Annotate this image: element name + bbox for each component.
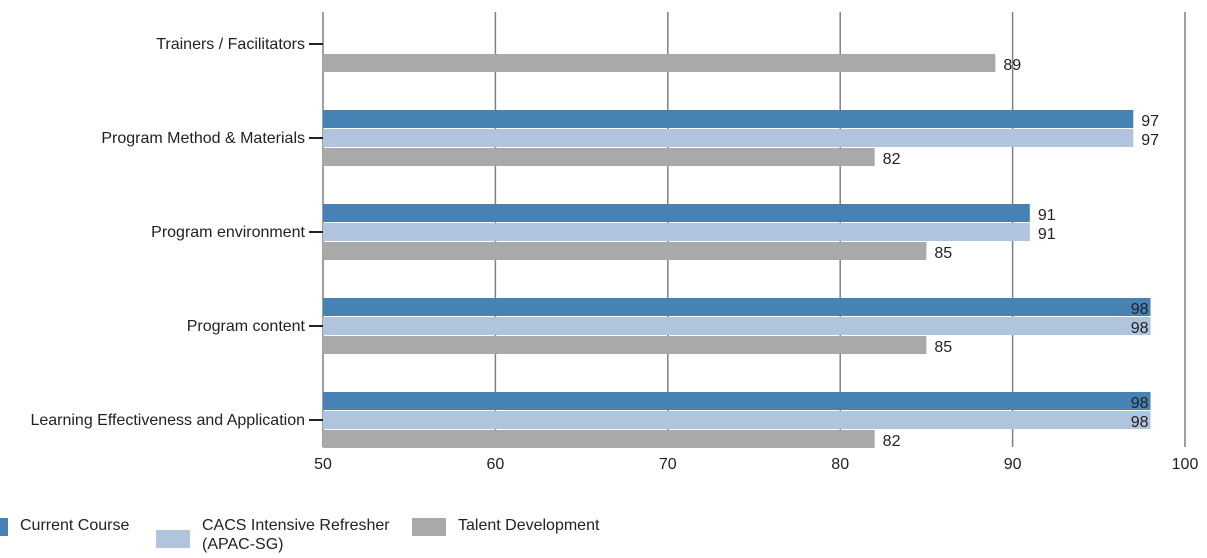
bar-current-course-learning-effectiveness-and-application — [323, 392, 1151, 410]
value-label-cacs-intensive-refresher-apac-sg-learning-effectiveness-and-application: 98 — [1131, 414, 1149, 431]
bar-talent-development-program-content — [323, 336, 927, 354]
value-label-cacs-intensive-refresher-apac-sg-program-environment: 91 — [1038, 226, 1056, 243]
legend-swatch-cacs-refresher — [156, 530, 190, 548]
x-tick-label-90: 90 — [1004, 456, 1022, 470]
value-label-talent-development-program-content: 85 — [934, 339, 952, 356]
legend-label-cacs-refresher: CACS Intensive Refresher — [202, 517, 390, 534]
bar-chart: Trainers / Facilitators Program Method & … — [30, 12, 1198, 470]
category-label-learning-effectiveness-and-application: Learning Effectiveness and Application — [30, 412, 305, 429]
x-tick-label-60: 60 — [487, 456, 505, 470]
legend: Current Course CACS Intensive Refresher … — [0, 516, 1207, 558]
x-tick-label-100: 100 — [1172, 456, 1199, 470]
x-tick-label-70: 70 — [659, 456, 677, 470]
legend-item-cacs-refresher: CACS Intensive Refresher (APAC-SG) — [156, 516, 390, 554]
bar-talent-development-trainers-facilitators — [323, 54, 996, 72]
x-tick-labels: 50 60 70 80 90 100 — [314, 456, 1198, 470]
x-tick-label-50: 50 — [314, 456, 332, 470]
value-label-current-course-learning-effectiveness-and-application: 98 — [1131, 395, 1149, 412]
value-label-talent-development-learning-effectiveness-and-application: 82 — [883, 433, 901, 450]
bar-cacs-intensive-refresher-apac-sg-program-environment — [323, 223, 1030, 241]
bar-cacs-intensive-refresher-apac-sg-program-content — [323, 317, 1151, 335]
bar-current-course-program-method-materials — [323, 110, 1134, 128]
bar-talent-development-program-environment — [323, 242, 927, 260]
value-label-current-course-program-content: 98 — [1131, 301, 1149, 318]
legend-swatch-current-course — [0, 518, 8, 536]
bars — [323, 54, 1151, 448]
category-label-program-environment: Program environment — [151, 224, 305, 241]
bar-talent-development-learning-effectiveness-and-application — [323, 430, 875, 448]
value-label-talent-development-program-method-materials: 82 — [883, 151, 901, 168]
category-labels: Trainers / Facilitators Program Method & … — [30, 36, 323, 429]
x-tick-label-80: 80 — [831, 456, 849, 470]
category-label-program-method-materials: Program Method & Materials — [101, 130, 305, 147]
legend-swatch-talent-development — [412, 518, 446, 536]
value-label-talent-development-program-environment: 85 — [934, 245, 952, 262]
value-label-cacs-intensive-refresher-apac-sg-program-content: 98 — [1131, 320, 1149, 337]
legend-item-talent-development: Talent Development — [412, 516, 599, 536]
legend-item-current-course: Current Course — [0, 516, 129, 536]
value-label-talent-development-trainers-facilitators: 89 — [1003, 57, 1021, 74]
bar-current-course-program-environment — [323, 204, 1030, 222]
legend-label-talent-development: Talent Development — [458, 517, 600, 534]
bar-cacs-intensive-refresher-apac-sg-program-method-materials — [323, 129, 1134, 147]
legend-label-current-course: Current Course — [20, 517, 130, 534]
value-label-cacs-intensive-refresher-apac-sg-program-method-materials: 97 — [1141, 132, 1159, 149]
value-label-current-course-program-method-materials: 97 — [1141, 113, 1159, 130]
value-labels: 89 97 97 82 91 91 85 98 98 85 98 98 82 — [883, 57, 1159, 450]
category-label-program-content: Program content — [187, 318, 306, 335]
bar-talent-development-program-method-materials — [323, 148, 875, 166]
bar-current-course-program-content — [323, 298, 1151, 316]
category-label-trainers-facilitators: Trainers / Facilitators — [156, 36, 305, 53]
bar-cacs-intensive-refresher-apac-sg-learning-effectiveness-and-application — [323, 411, 1151, 429]
value-label-current-course-program-environment: 91 — [1038, 207, 1056, 224]
legend-label-cacs-refresher-line2: (APAC-SG) — [202, 536, 284, 553]
